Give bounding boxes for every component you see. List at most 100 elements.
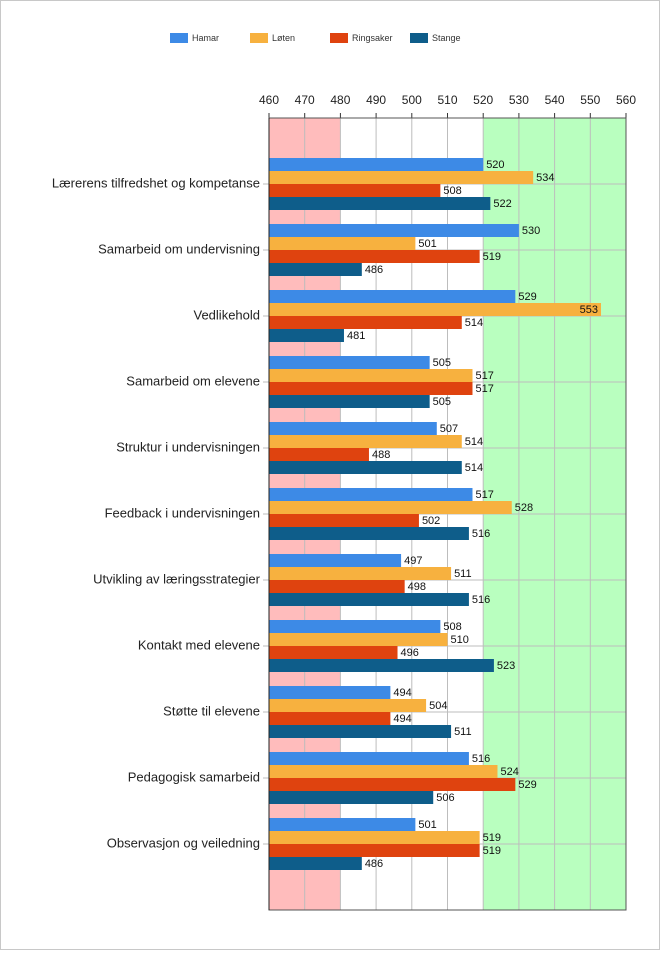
x-tick-label: 500 [402, 93, 422, 107]
x-tick-label: 480 [330, 93, 350, 107]
y-tick-label: Vedlikehold [194, 307, 261, 322]
bar [269, 158, 484, 171]
value-label: 523 [497, 660, 515, 672]
value-label: 520 [486, 159, 504, 171]
value-label: 508 [443, 621, 461, 633]
value-label: 486 [365, 264, 383, 276]
value-label: 530 [522, 225, 540, 237]
bar [269, 593, 469, 606]
bar [269, 778, 516, 791]
value-label: 517 [475, 383, 493, 395]
value-label: 501 [418, 238, 436, 250]
x-tick-label: 470 [295, 93, 315, 107]
value-label: 481 [347, 330, 365, 342]
bar [269, 554, 402, 567]
bar [269, 699, 427, 712]
value-label: 504 [429, 700, 447, 712]
y-tick-label: Lærerens tilfredshet og kompetanse [52, 175, 260, 190]
value-label: 494 [393, 713, 411, 725]
legend-label: Løten [272, 33, 295, 43]
bar [269, 369, 473, 382]
legend-swatch [250, 33, 268, 43]
bar [269, 316, 462, 329]
value-label: 524 [500, 766, 518, 778]
bar [269, 580, 405, 593]
value-label: 522 [493, 198, 511, 210]
value-label: 502 [422, 515, 440, 527]
bar [269, 818, 416, 831]
bar [269, 620, 441, 633]
value-label: 494 [393, 687, 411, 699]
bar [269, 184, 441, 197]
bar [269, 527, 469, 540]
legend-swatch [410, 33, 428, 43]
value-label: 516 [472, 753, 490, 765]
bar [269, 765, 498, 778]
bar [269, 646, 398, 659]
value-label: 514 [465, 317, 483, 329]
x-tick-label: 530 [509, 93, 529, 107]
value-label: 519 [483, 845, 501, 857]
y-tick-label: Feedback i undervisningen [105, 505, 260, 520]
bar [269, 514, 419, 527]
bar [269, 263, 362, 276]
bar [269, 461, 462, 474]
legend-label: Stange [432, 33, 461, 43]
bar [269, 791, 434, 804]
value-label: 511 [454, 726, 472, 738]
x-tick-label: 540 [545, 93, 565, 107]
value-label: 507 [440, 423, 458, 435]
value-label: 514 [465, 462, 483, 474]
value-label: 506 [436, 792, 454, 804]
bar [269, 171, 534, 184]
value-label: 510 [451, 634, 469, 646]
legend-label: Hamar [192, 33, 219, 43]
y-tick-label: Støtte til elevene [163, 703, 260, 718]
value-label: 514 [465, 436, 483, 448]
value-label: 511 [454, 568, 472, 580]
y-tick-label: Utvikling av læringsstrategier [93, 571, 261, 586]
bar [269, 382, 473, 395]
bar [269, 435, 462, 448]
value-label: 529 [518, 779, 536, 791]
value-label: 516 [472, 528, 490, 540]
y-tick-label: Kontakt med elevene [138, 637, 260, 652]
bar [269, 633, 448, 646]
y-tick-label: Pedagogisk samarbeid [128, 769, 260, 784]
bar [269, 356, 430, 369]
x-tick-label: 490 [366, 93, 386, 107]
bar [269, 857, 362, 870]
bar [269, 250, 480, 263]
value-label: 553 [580, 304, 598, 316]
y-tick-label: Struktur i undervisningen [116, 439, 260, 454]
y-tick-label: Samarbeid om undervisning [98, 241, 260, 256]
value-label: 528 [515, 502, 533, 514]
bar [269, 237, 416, 250]
value-label: 516 [472, 594, 490, 606]
bar [269, 831, 480, 844]
value-label: 519 [483, 251, 501, 263]
value-label: 486 [365, 858, 383, 870]
bar [269, 197, 491, 210]
bar [269, 659, 494, 672]
y-tick-label: Samarbeid om elevene [126, 373, 260, 388]
bar [269, 844, 480, 857]
bar [269, 422, 437, 435]
legend-label: Ringsaker [352, 33, 393, 43]
bar [269, 725, 452, 738]
bar [269, 303, 602, 316]
x-tick-label: 560 [616, 93, 636, 107]
bar [269, 686, 391, 699]
bar [269, 712, 391, 725]
value-label: 501 [418, 819, 436, 831]
value-label: 517 [475, 370, 493, 382]
value-label: 508 [443, 185, 461, 197]
value-label: 534 [536, 172, 554, 184]
value-label: 505 [433, 396, 451, 408]
x-tick-label: 550 [580, 93, 600, 107]
x-tick-label: 520 [473, 93, 493, 107]
bar [269, 329, 344, 342]
value-label: 505 [433, 357, 451, 369]
value-label: 488 [372, 449, 390, 461]
